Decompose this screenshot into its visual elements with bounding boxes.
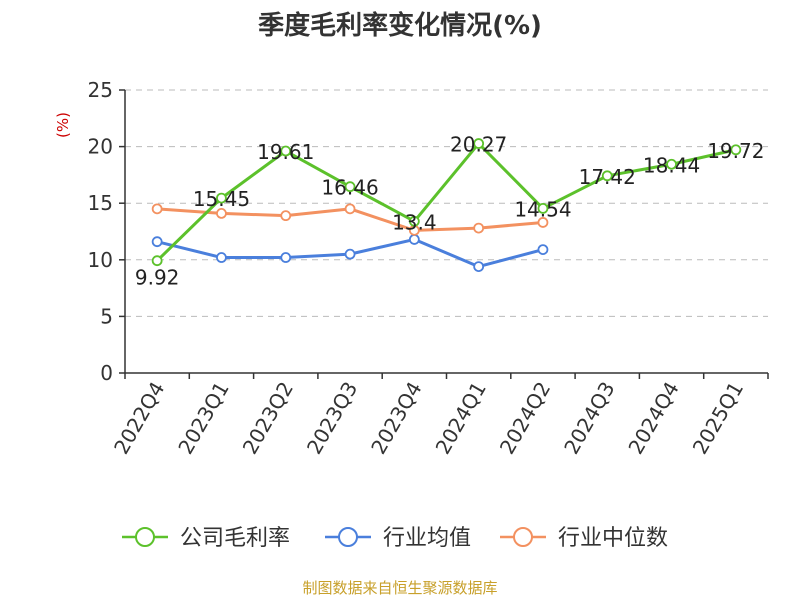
- chart-title: 季度毛利率变化情况(%): [258, 10, 542, 41]
- axes: 0 5 10 15 20 25 2022Q4 2023Q1 2023Q2 2023Q3 2023Q4…: [88, 78, 769, 459]
- legend: 公司毛利率 行业均值 行业中位数: [122, 526, 668, 551]
- legend-label: 行业均值: [383, 526, 471, 551]
- data-point: [216, 192, 227, 204]
- legend-label: 公司毛利率: [180, 526, 290, 551]
- data-point: [473, 222, 485, 234]
- data-label: 18.44: [643, 153, 700, 177]
- data-label: 17.42: [579, 165, 636, 189]
- series-lines: [151, 138, 742, 272]
- data-point: [280, 252, 292, 263]
- data-point: [344, 203, 356, 215]
- data-point: [537, 203, 549, 214]
- data-point: [473, 261, 485, 272]
- data-point: [344, 248, 356, 260]
- data-point: [408, 234, 420, 245]
- series-line: [156, 142, 737, 262]
- data-point: [151, 255, 163, 267]
- data-point: [151, 236, 163, 248]
- legend-marker: [338, 527, 358, 547]
- x-tick-label: 2023Q4: [366, 378, 426, 459]
- grid: [125, 89, 768, 317]
- data-label: 15.45: [193, 187, 250, 211]
- y-tick-label: 20: [88, 135, 113, 159]
- x-tick-label: 2025Q1: [688, 378, 748, 459]
- legend-marker: [513, 527, 533, 547]
- y-tick-label: 0: [100, 361, 113, 385]
- data-label: 19.61: [257, 140, 314, 164]
- data-point: [216, 252, 227, 263]
- y-tick-label: 25: [88, 78, 113, 102]
- x-tick-label: 2023Q1: [173, 378, 233, 459]
- data-point: [280, 210, 292, 222]
- x-tick-label: 2024Q2: [495, 378, 555, 459]
- data-point: [344, 181, 356, 193]
- x-tick-label: 2023Q2: [238, 378, 298, 459]
- x-tick-label: 2024Q3: [559, 378, 619, 459]
- data-point: [730, 144, 742, 156]
- data-point: [666, 158, 677, 170]
- y-tick-label: 15: [88, 191, 113, 215]
- data-label: 14.54: [514, 197, 571, 221]
- x-tick-label: 2024Q4: [623, 378, 683, 459]
- y-axis-unit: (%): [54, 112, 72, 138]
- data-point: [473, 138, 485, 149]
- data-point: [151, 203, 163, 215]
- data-point: [601, 170, 613, 182]
- data-point: [216, 207, 227, 219]
- data-point: [537, 217, 549, 228]
- data-labels: 9.92 15.45 19.61 16.46 13.4 20.27 14.54 17.42 18…: [135, 133, 765, 290]
- data-label: 19.72: [707, 139, 764, 163]
- source-note: 制图数据来自恒生聚源数据库: [302, 579, 497, 597]
- y-tick-label: 10: [88, 248, 113, 272]
- data-label: 9.92: [135, 266, 180, 290]
- y-tick-label: 5: [100, 304, 113, 328]
- x-tick-label: 2024Q1: [431, 378, 491, 459]
- x-tick-label: 2022Q4: [109, 378, 169, 459]
- legend-label: 行业中位数: [558, 526, 668, 551]
- data-label: 13.4: [392, 210, 437, 234]
- data-label: 20.27: [450, 133, 507, 157]
- data-point: [280, 145, 292, 157]
- data-point: [537, 244, 549, 256]
- data-point: [408, 215, 420, 227]
- data-label: 16.46: [321, 176, 378, 200]
- legend-marker: [135, 527, 155, 547]
- x-tick-label: 2023Q3: [302, 378, 362, 459]
